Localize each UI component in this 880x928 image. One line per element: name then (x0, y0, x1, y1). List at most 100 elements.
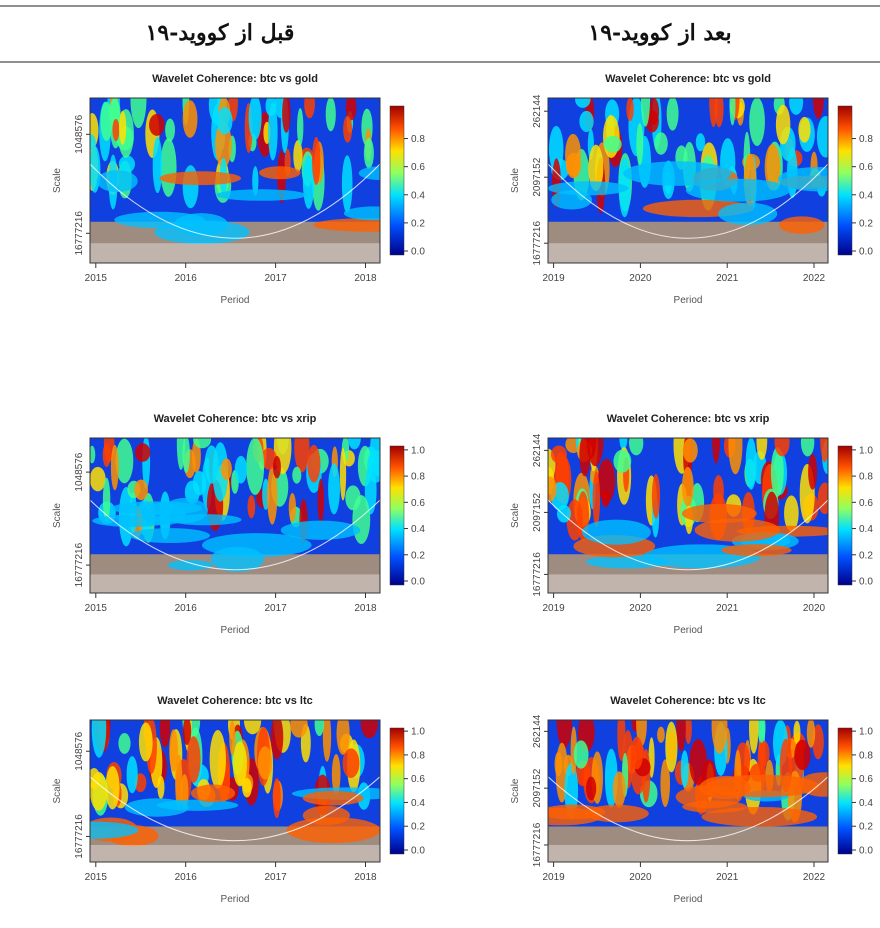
colorbar-tick-label: 0.4 (859, 190, 873, 201)
colorbar-tick-label: 0.8 (859, 472, 873, 483)
x-tick-label: 2022 (803, 872, 826, 883)
y-axis-label: Scale (510, 168, 521, 193)
x-tick-label: 2020 (629, 603, 652, 614)
colorbar-tick-label: 0.2 (411, 550, 425, 561)
heatmap (548, 438, 828, 593)
plot-frame (547, 97, 829, 264)
heatmap-blob (209, 730, 226, 789)
colorbar-tick-label: 0.2 (859, 822, 873, 833)
y-tick-label: 1048576 (74, 114, 85, 153)
heatmap-blob (548, 804, 606, 820)
colorbar-tick-label: 0.0 (859, 846, 873, 857)
heatmap (90, 438, 380, 593)
x-tick-label: 2018 (354, 273, 377, 284)
heatmap-blob (292, 466, 302, 484)
heatmap-blob (247, 495, 256, 519)
heatmap-blob (820, 438, 828, 463)
wavelet-panel: Wavelet Coherence: btc vs gold 1048576 167… (52, 73, 425, 306)
heatmap-blob (149, 113, 165, 136)
colorbar-tick-label: 0.2 (859, 218, 873, 229)
colorbar-tick-label: 0.4 (411, 190, 425, 201)
heatmap-blob (778, 167, 828, 192)
wavelet-panel: Wavelet Coherence: btc vs xrip 262144 2097… (510, 413, 873, 636)
heatmap-blob (261, 447, 277, 470)
heatmap-blob (190, 784, 236, 803)
heatmap-blob (110, 444, 119, 491)
heatmap-blob (812, 724, 824, 760)
heatmap-blob (220, 458, 232, 480)
x-tick-label: 2017 (264, 603, 287, 614)
heatmap-blob (282, 98, 291, 133)
heatmap-blob (345, 485, 361, 511)
plot-frame (89, 437, 381, 594)
x-axis-label: Period (674, 295, 703, 306)
heatmap-blob (794, 739, 811, 771)
heatmap-blob (288, 493, 297, 523)
heatmap-blob (130, 98, 147, 129)
x-tick-label: 2020 (629, 872, 652, 883)
heatmap-blob (798, 116, 811, 143)
heatmap-blob (651, 473, 661, 519)
heatmap (548, 720, 828, 862)
heatmap-blob (234, 455, 248, 484)
heatmap-blob (294, 438, 310, 473)
colorbar (837, 445, 853, 586)
heatmap-blob (579, 110, 594, 133)
heatmap (90, 720, 380, 862)
x-tick-label: 2019 (542, 273, 565, 284)
colorbar-tick-label: 0.4 (411, 798, 425, 809)
y-axis-label: Scale (52, 503, 63, 528)
heatmap-blob (343, 115, 353, 143)
x-tick-label: 2021 (716, 273, 739, 284)
colorbar-tick-label: 1.0 (859, 445, 873, 456)
panel-title: Wavelet Coherence: btc vs ltc (610, 695, 765, 707)
heatmap-blob (573, 740, 589, 769)
heatmap-blob (806, 720, 816, 748)
heatmap-blob (193, 438, 212, 449)
heatmap-blob (192, 470, 207, 496)
column-header: بعد از کووید-۱۹ (588, 20, 731, 46)
heatmap-blob (280, 520, 361, 540)
colorbar-tick-label: 0.2 (411, 822, 425, 833)
heatmap-blob (252, 166, 259, 196)
colorbar (837, 105, 853, 256)
colorbar-tick-label: 0.6 (411, 162, 425, 173)
cone-shade (548, 243, 828, 263)
heatmap-blob (102, 477, 111, 522)
heatmap-blob (681, 466, 694, 507)
plot-frame (547, 719, 829, 863)
heatmap-blob (626, 98, 634, 122)
colorbar-tick-label: 0.8 (411, 472, 425, 483)
heatmap-blob (129, 528, 211, 544)
heatmap-blob (152, 137, 163, 194)
x-tick-label: 2015 (85, 273, 108, 284)
heatmap-blob (575, 98, 591, 108)
heatmap-blob (711, 720, 728, 754)
heatmap-blob (212, 442, 229, 502)
heatmap-blob (312, 218, 380, 232)
heatmap-blob (666, 98, 679, 131)
x-axis-label: Period (221, 625, 250, 636)
column-header: قبل از کووید-۱۹ (146, 20, 295, 46)
y-tick-label: 1048576 (74, 731, 85, 770)
heatmap-blob (175, 754, 183, 811)
heatmap-blob (657, 726, 665, 743)
y-tick-label: 2097152 (532, 157, 543, 196)
heatmap-blob (270, 720, 284, 760)
heatmap-blob (312, 136, 321, 185)
heatmap-blob (789, 98, 804, 115)
plot-frame (89, 719, 381, 863)
plot-frame (89, 97, 381, 264)
colorbar-tick-label: 0.0 (411, 846, 425, 857)
heatmap-blob (566, 152, 581, 179)
heatmap-blob (272, 455, 281, 479)
heatmap-blob (169, 729, 178, 772)
x-tick-label: 2016 (175, 872, 198, 883)
plot-frame (547, 437, 829, 594)
y-tick-label: 16777216 (532, 552, 543, 597)
cone-of-influence (548, 776, 828, 842)
y-tick-label: 262144 (532, 433, 543, 467)
heatmap-blob (749, 98, 765, 146)
heatmap-blob (718, 202, 778, 225)
